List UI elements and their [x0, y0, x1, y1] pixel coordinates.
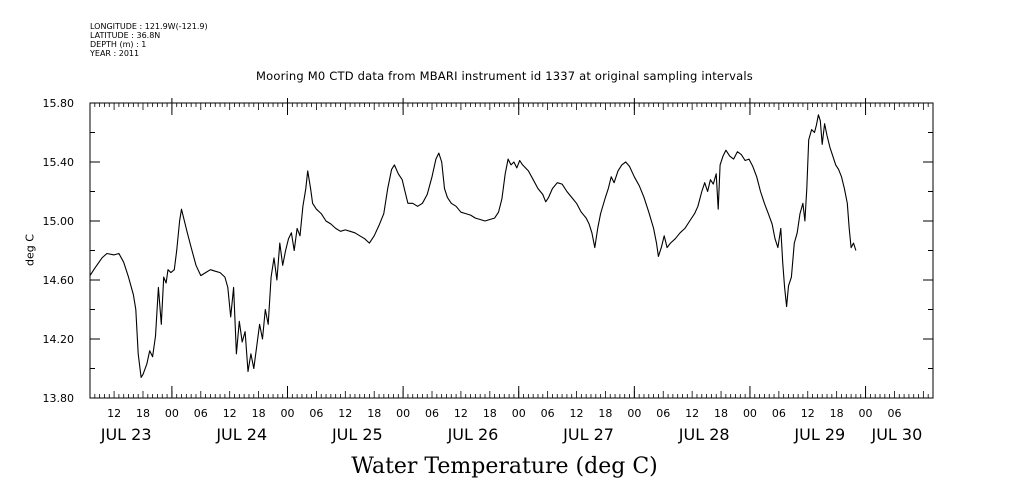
- x-day-label: JUL 23: [100, 425, 152, 444]
- x-tick-label: 18: [136, 407, 150, 420]
- y-tick-label: 15.00: [43, 215, 75, 228]
- x-tick-label: 06: [887, 407, 901, 420]
- x-tick-label: 12: [223, 407, 237, 420]
- x-tick-label: 00: [165, 407, 179, 420]
- depth-text: DEPTH (m) : 1: [90, 40, 147, 49]
- x-tick-label: 06: [425, 407, 439, 420]
- x-tick-label: 06: [772, 407, 786, 420]
- x-day-label: JUL 27: [562, 425, 614, 444]
- x-tick-label: 12: [338, 407, 352, 420]
- y-tick-label: 15.40: [43, 156, 75, 169]
- x-tick-label: 12: [801, 407, 815, 420]
- x-tick-label: 00: [512, 407, 526, 420]
- x-tick-label: 18: [252, 407, 266, 420]
- x-tick-label: 18: [598, 407, 612, 420]
- temperature-series-line: [89, 114, 857, 378]
- x-tick-label: 06: [541, 407, 555, 420]
- x-tick-label: 06: [194, 407, 208, 420]
- longitude-text: LONGITUDE : 121.9W(-121.9): [90, 22, 208, 31]
- x-tick-label: 00: [627, 407, 641, 420]
- plot-frame: [89, 102, 934, 399]
- y-tick-label: 13.80: [43, 392, 75, 405]
- x-tick-label: 18: [830, 407, 844, 420]
- x-tick-label: 12: [685, 407, 699, 420]
- x-day-label: JUL 30: [870, 425, 922, 444]
- x-day-label: JUL 29: [793, 425, 845, 444]
- x-tick-label: 00: [743, 407, 757, 420]
- x-axis-label: Water Temperature (deg C): [351, 454, 658, 479]
- x-tick-label: 00: [281, 407, 295, 420]
- y-tick-label: 14.60: [43, 274, 75, 287]
- x-day-label: JUL 24: [215, 425, 267, 444]
- y-tick-label: 15.80: [43, 97, 75, 110]
- x-day-label: JUL 25: [331, 425, 383, 444]
- x-tick-label: 00: [859, 407, 873, 420]
- x-tick-label: 00: [396, 407, 410, 420]
- x-tick-label: 12: [570, 407, 584, 420]
- x-tick-label: 12: [107, 407, 121, 420]
- mooring-metadata: LONGITUDE : 121.9W(-121.9) LATITUDE : 36.…: [90, 22, 208, 58]
- chart-title: Mooring M0 CTD data from MBARI instrumen…: [256, 69, 753, 83]
- x-tick-label: 06: [656, 407, 670, 420]
- x-tick-label: 12: [454, 407, 468, 420]
- y-tick-label: 14.20: [43, 333, 75, 346]
- year-text: YEAR : 2011: [90, 49, 140, 58]
- x-tick-label: 06: [309, 407, 323, 420]
- x-tick-label: 18: [483, 407, 497, 420]
- x-tick-label: 18: [714, 407, 728, 420]
- latitude-text: LATITUDE : 36.8N: [90, 31, 161, 40]
- x-tick-label: 18: [367, 407, 381, 420]
- x-day-label: JUL 28: [678, 425, 730, 444]
- x-day-label: JUL 26: [447, 425, 499, 444]
